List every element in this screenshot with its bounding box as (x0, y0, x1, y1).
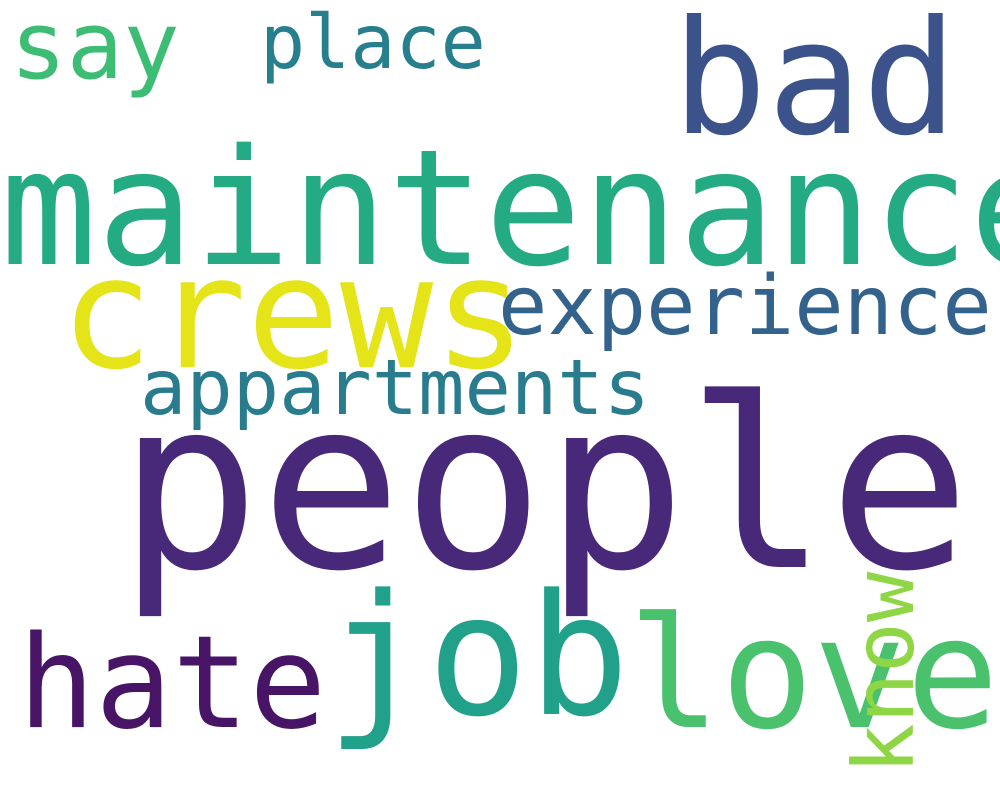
word-say: say (10, 0, 180, 101)
word-appartments: appartments (140, 344, 650, 433)
word-place: place (260, 0, 486, 86)
word-experience: experience (498, 259, 992, 354)
word-people: people (118, 348, 971, 623)
word-bad: bad (672, 0, 958, 171)
word-hate: hate (18, 609, 327, 758)
word-know: know (835, 571, 933, 774)
word-love: love (628, 585, 999, 764)
word-job: job (326, 558, 630, 754)
word-crews: crews (60, 223, 527, 404)
word-maintenance: maintenance (0, 115, 1000, 302)
